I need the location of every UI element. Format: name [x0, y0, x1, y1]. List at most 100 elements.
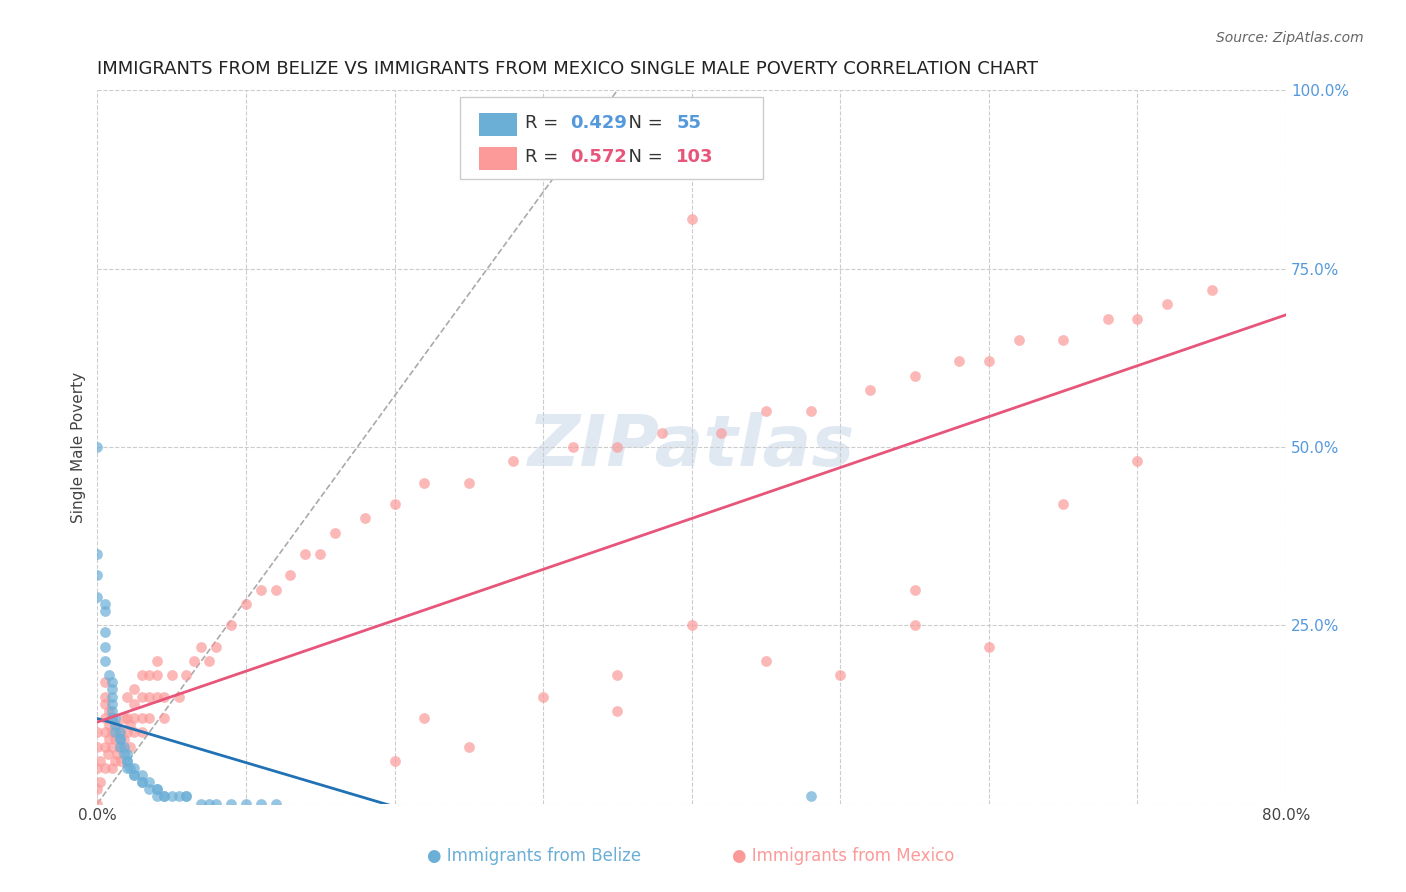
Point	[264, 582, 287, 597]
Point	[94, 697, 117, 711]
Point	[457, 475, 479, 490]
Point	[977, 354, 1000, 368]
Point	[115, 725, 138, 739]
Point	[112, 711, 135, 725]
Point	[86, 739, 108, 754]
Point	[799, 789, 821, 804]
Point	[94, 675, 117, 690]
Point	[502, 454, 524, 468]
Point	[167, 789, 190, 804]
Text: 55: 55	[676, 114, 702, 132]
Point	[264, 797, 287, 811]
Point	[1097, 311, 1119, 326]
Point	[1052, 333, 1074, 347]
Point	[124, 725, 146, 739]
Point	[98, 718, 121, 732]
Point	[183, 654, 205, 668]
Point	[124, 761, 146, 775]
Point	[167, 690, 190, 704]
Point	[101, 725, 124, 739]
FancyBboxPatch shape	[479, 113, 517, 136]
Text: N =: N =	[617, 114, 668, 132]
Point	[108, 732, 131, 747]
Point	[115, 747, 138, 761]
Point	[235, 797, 257, 811]
Point	[124, 711, 146, 725]
Text: ● Immigrants from Mexico: ● Immigrants from Mexico	[733, 847, 955, 865]
Point	[859, 383, 882, 397]
Point	[118, 761, 141, 775]
Point	[190, 640, 212, 654]
Point	[138, 711, 160, 725]
Point	[146, 654, 169, 668]
Text: Source: ZipAtlas.com: Source: ZipAtlas.com	[1216, 31, 1364, 45]
Point	[104, 718, 127, 732]
Point	[830, 668, 852, 682]
Point	[219, 797, 242, 811]
Point	[294, 547, 316, 561]
Point	[86, 797, 108, 811]
Point	[124, 682, 146, 697]
Point	[131, 668, 153, 682]
Point	[413, 711, 436, 725]
Point	[112, 739, 135, 754]
Point	[384, 754, 406, 768]
Point	[89, 775, 111, 789]
Point	[112, 732, 135, 747]
Point	[112, 747, 135, 761]
Point	[205, 797, 228, 811]
Point	[197, 654, 219, 668]
Point	[101, 711, 124, 725]
Point	[309, 547, 332, 561]
Point	[197, 797, 219, 811]
Point	[101, 761, 124, 775]
Text: R =: R =	[526, 114, 564, 132]
Point	[138, 690, 160, 704]
Point	[86, 761, 108, 775]
Point	[94, 690, 117, 704]
Point	[323, 525, 346, 540]
Point	[977, 640, 1000, 654]
Point	[138, 775, 160, 789]
Text: 0.572: 0.572	[571, 148, 627, 166]
Point	[115, 761, 138, 775]
Point	[531, 690, 554, 704]
Point	[176, 668, 198, 682]
Point	[94, 711, 117, 725]
Point	[86, 590, 108, 604]
Point	[94, 761, 117, 775]
Point	[353, 511, 375, 525]
Point	[97, 747, 120, 761]
Point	[131, 711, 153, 725]
Point	[1126, 311, 1149, 326]
Point	[681, 211, 703, 226]
Point	[118, 739, 141, 754]
Point	[104, 754, 127, 768]
Point	[153, 789, 176, 804]
Point	[94, 654, 117, 668]
Point	[176, 789, 198, 804]
Point	[755, 404, 778, 418]
Point	[104, 725, 127, 739]
Text: 103: 103	[676, 148, 714, 166]
Point	[249, 797, 271, 811]
Point	[561, 440, 583, 454]
Point	[131, 690, 153, 704]
Point	[86, 440, 108, 454]
Point	[104, 732, 127, 747]
Point	[86, 725, 108, 739]
Point	[948, 354, 970, 368]
Text: 0.429: 0.429	[571, 114, 627, 132]
Point	[124, 697, 146, 711]
Point	[138, 668, 160, 682]
Point	[110, 754, 132, 768]
Point	[98, 668, 121, 682]
Point	[1052, 497, 1074, 511]
Point	[280, 568, 302, 582]
Point	[101, 682, 124, 697]
Text: R =: R =	[526, 148, 564, 166]
Point	[1126, 454, 1149, 468]
Point	[101, 697, 124, 711]
Point	[138, 782, 160, 797]
Text: IMMIGRANTS FROM BELIZE VS IMMIGRANTS FROM MEXICO SINGLE MALE POVERTY CORRELATION: IMMIGRANTS FROM BELIZE VS IMMIGRANTS FRO…	[97, 60, 1039, 78]
